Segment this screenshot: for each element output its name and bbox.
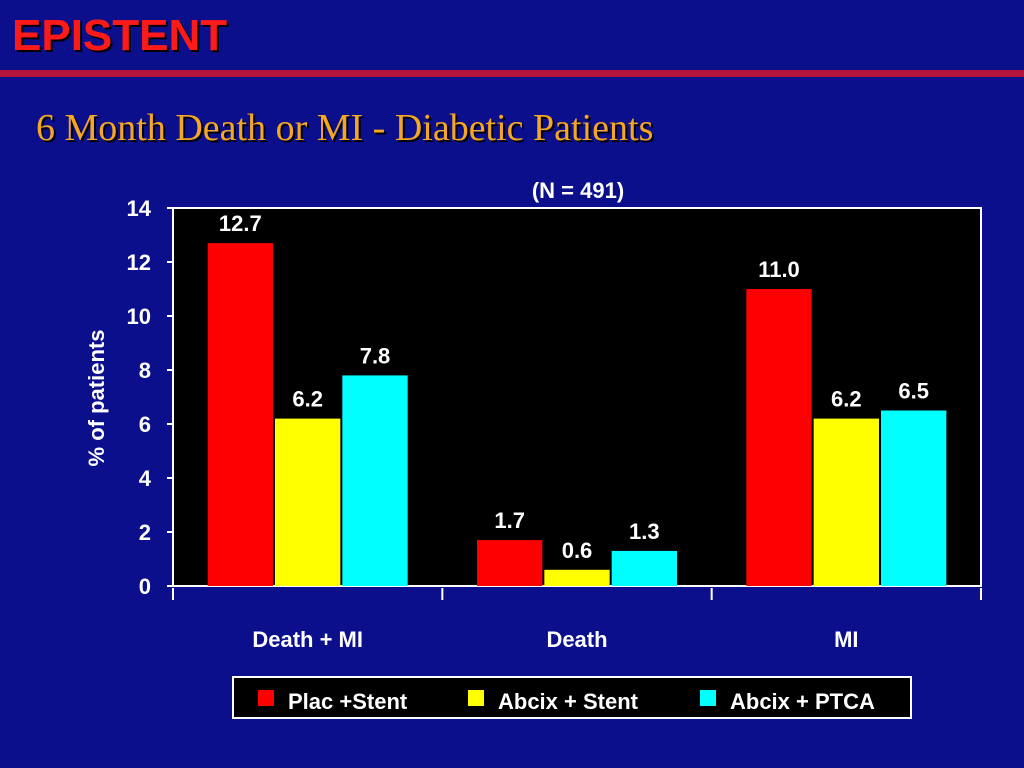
bar-value-label: 0.6 [562, 538, 593, 563]
bar-value-label: 6.2 [831, 387, 862, 412]
y-tick-label: 10 [127, 304, 151, 329]
bar-0-2 [342, 375, 408, 586]
legend: Plac +Stent Abcix + Stent Abcix + PTCA [232, 676, 912, 719]
bar-1-1 [544, 569, 610, 586]
slide-title: 6 Month Death or MI - Diabetic Patients [36, 107, 654, 149]
bar-value-label: 11.0 [758, 257, 800, 282]
bar-value-label: 7.8 [360, 343, 391, 368]
bar-2-0 [746, 289, 812, 586]
chart-subtitle: (N = 491) [532, 178, 624, 203]
bar-value-label: 6.2 [292, 387, 323, 412]
bar-2-2 [881, 410, 947, 586]
bar-value-label: 1.3 [629, 519, 660, 544]
legend-label: Plac +Stent [288, 689, 408, 714]
brand-title: EPISTENT [12, 11, 228, 60]
bar-value-label: 6.5 [898, 379, 929, 404]
bar-1-0 [477, 540, 543, 586]
bar-1-2 [611, 550, 677, 586]
x-tick-label: MI [834, 627, 858, 652]
bar-value-label: 12.7 [219, 211, 262, 236]
bar-0-1 [275, 418, 341, 586]
legend-box [232, 676, 912, 719]
y-tick-label: 0 [139, 574, 151, 599]
x-tick-label: Death + MI [252, 627, 363, 652]
legend-label: Abcix + PTCA [730, 689, 875, 714]
legend-swatch [468, 690, 484, 706]
y-tick-label: 12 [127, 250, 151, 275]
x-axis: Death + MI Death MI [172, 588, 982, 652]
bar-labels-group: 12.7 1.7 11.0 6.2 0.6 6.2 7.8 1.3 6.5 [219, 211, 929, 563]
legend-swatch [700, 690, 716, 706]
legend-label: Abcix + Stent [498, 689, 639, 714]
y-tick-label: 14 [127, 196, 152, 221]
bar-value-label: 1.7 [494, 508, 525, 533]
y-tick-label: 6 [139, 412, 151, 437]
header-divider [0, 70, 1024, 77]
y-tick-label: 2 [139, 520, 151, 545]
y-axis: 0 2 4 6 8 10 12 14 [127, 196, 173, 599]
bars-group [207, 243, 947, 586]
bar-0-0 [207, 243, 273, 586]
legend-swatch [258, 690, 274, 706]
bar-2-1 [813, 418, 879, 586]
x-tick-label: Death [546, 627, 607, 652]
y-axis-title: % of patients [84, 330, 109, 467]
y-tick-label: 8 [139, 358, 151, 383]
y-tick-label: 4 [139, 466, 152, 491]
